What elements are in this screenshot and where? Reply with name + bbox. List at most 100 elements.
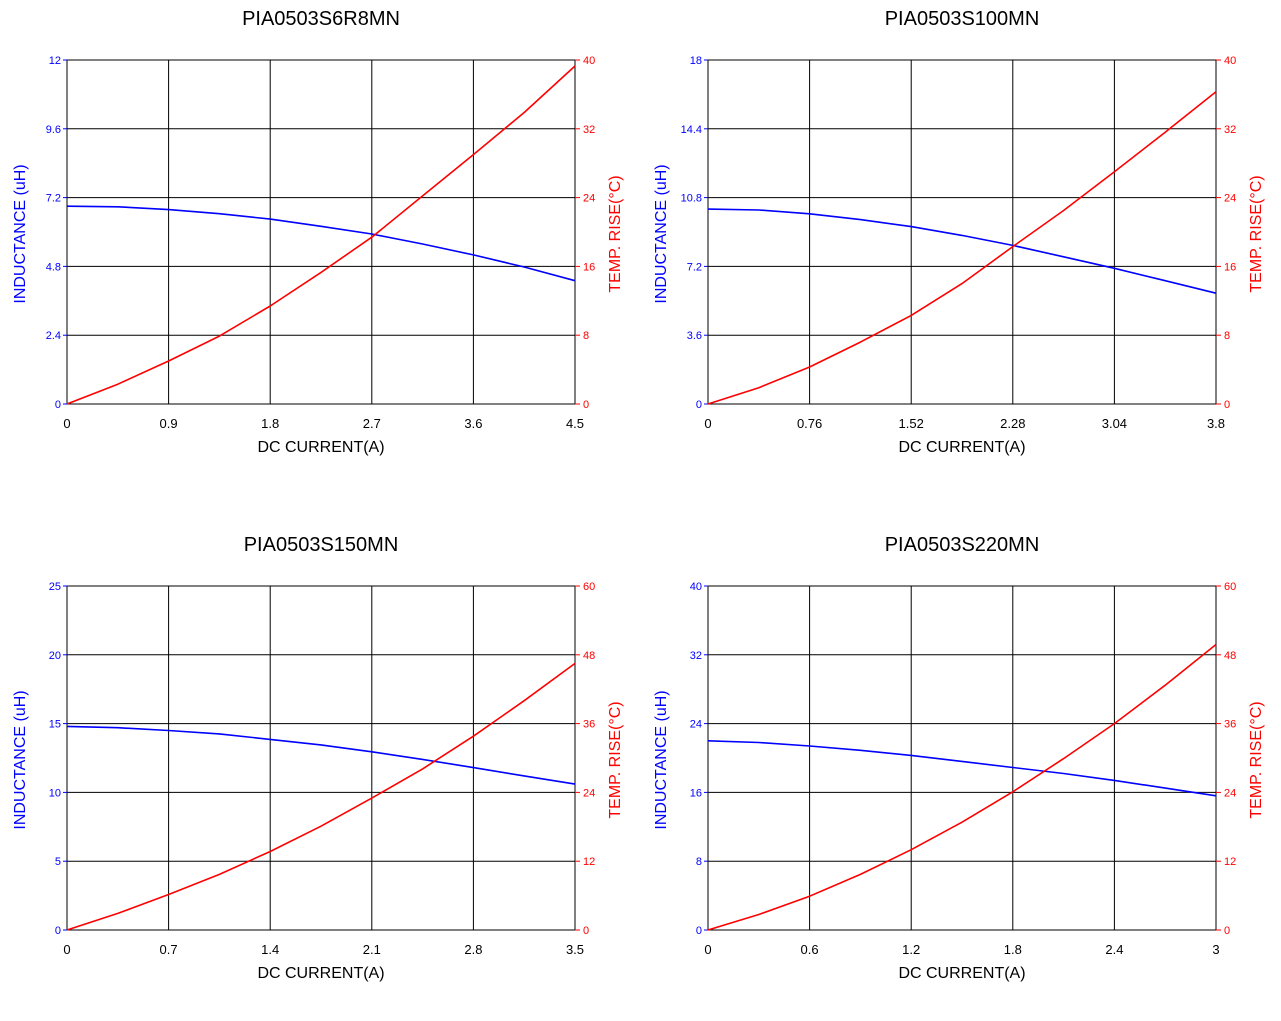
y-left-tick-label: 25 <box>49 581 61 593</box>
chart-title: PIA0503S100MN <box>885 8 1040 30</box>
y-right-tick-label: 0 <box>583 399 589 411</box>
y-left-tick-label: 14.4 <box>681 124 702 136</box>
plot-frame <box>66 585 576 931</box>
y-right-tick-label: 24 <box>1224 193 1236 205</box>
y-right-tick-label: 0 <box>583 925 589 937</box>
y-left-tick-label: 40 <box>690 581 702 593</box>
chart-panel-2: PIA0503S100MN 0 0 3.6 8 7.2 16 10.8 24 14.4 32 18 40… <box>641 0 1281 495</box>
y-left-tick-label: 2.4 <box>46 330 61 342</box>
y-right-tick-label: 24 <box>583 787 595 799</box>
y-right-tick-label: 48 <box>583 650 595 662</box>
plot-frame <box>707 59 1217 405</box>
y-right-tick-label: 24 <box>1224 787 1236 799</box>
y-left-tick-label: 0 <box>55 925 61 937</box>
y-left-tick-label: 10 <box>49 787 61 799</box>
x-tick-label: 0.7 <box>160 942 178 957</box>
y-left-tick-label: 16 <box>690 787 702 799</box>
temp-rise-line <box>66 65 576 405</box>
x-tick-label: 2.28 <box>1000 416 1025 431</box>
y-right-tick-label: 36 <box>1224 719 1236 731</box>
y-right-tick-label: 60 <box>583 581 595 593</box>
x-tick-label: 1.8 <box>261 416 279 431</box>
y-right-tick-label: 40 <box>1224 55 1236 67</box>
x-tick-label: 3 <box>1212 942 1219 957</box>
x-tick-label: 1.4 <box>261 942 279 957</box>
y-right-tick-label: 0 <box>1224 399 1230 411</box>
y-right-tick-label: 60 <box>1224 581 1236 593</box>
y-left-axis-label: INDUCTANCE (uH) <box>653 690 670 829</box>
y-left-tick-label: 7.2 <box>46 193 61 205</box>
y-right-tick-label: 16 <box>583 261 595 273</box>
y-left-axis-label: INDUCTANCE (uH) <box>653 164 670 303</box>
y-right-tick-label: 0 <box>1224 925 1230 937</box>
x-tick-label: 0 <box>63 942 70 957</box>
y-right-axis-label: TEMP. RISE(°C) <box>607 175 624 292</box>
y-left-tick-label: 18 <box>690 55 702 67</box>
x-tick-label: 3.8 <box>1207 416 1225 431</box>
x-axis-label: DC CURRENT(A) <box>898 965 1025 982</box>
x-axis-label: DC CURRENT(A) <box>257 965 384 982</box>
x-tick-label: 0 <box>704 416 711 431</box>
y-left-tick-label: 15 <box>49 719 61 731</box>
y-left-tick-label: 3.6 <box>687 330 702 342</box>
y-left-tick-label: 7.2 <box>687 261 702 273</box>
y-right-tick-label: 12 <box>1224 856 1236 868</box>
x-tick-label: 2.1 <box>363 942 381 957</box>
temp-rise-line <box>707 643 1217 931</box>
y-right-tick-label: 48 <box>1224 650 1236 662</box>
y-left-tick-label: 9.6 <box>46 124 61 136</box>
x-tick-label: 3.04 <box>1102 416 1127 431</box>
y-left-tick-label: 10.8 <box>681 193 702 205</box>
chart-panel-1: PIA0503S6R8MN 0 0 2.4 8 4.8 16 7.2 24 9.6 32 12 40 0 0… <box>0 0 640 495</box>
y-right-tick-label: 16 <box>1224 261 1236 273</box>
chart-title: PIA0503S220MN <box>885 534 1040 556</box>
inductance-line <box>707 740 1217 797</box>
x-tick-label: 0.9 <box>160 416 178 431</box>
x-tick-label: 0.6 <box>801 942 819 957</box>
y-right-axis-label: TEMP. RISE(°C) <box>1248 701 1265 818</box>
plot-frame <box>66 59 576 405</box>
y-right-tick-label: 36 <box>583 719 595 731</box>
x-tick-label: 1.8 <box>1004 942 1022 957</box>
y-left-tick-label: 5 <box>55 856 61 868</box>
temp-rise-line <box>66 662 576 931</box>
y-left-tick-label: 4.8 <box>46 261 61 273</box>
x-tick-label: 0.76 <box>797 416 822 431</box>
x-tick-label: 0 <box>63 416 70 431</box>
y-right-tick-label: 32 <box>583 124 595 136</box>
y-right-tick-label: 40 <box>583 55 595 67</box>
temp-rise-line <box>707 91 1217 405</box>
y-right-tick-label: 24 <box>583 193 595 205</box>
x-axis-label: DC CURRENT(A) <box>257 439 384 456</box>
plot-frame <box>707 585 1217 931</box>
x-tick-label: 4.5 <box>566 416 584 431</box>
y-left-tick-label: 0 <box>696 399 702 411</box>
charts-container: PIA0503S6R8MN 0 0 2.4 8 4.8 16 7.2 24 9.6 32 12 40 0 0… <box>0 0 1281 982</box>
y-left-tick-label: 32 <box>690 650 702 662</box>
y-left-axis-label: INDUCTANCE (uH) <box>12 164 29 303</box>
x-tick-label: 0 <box>704 942 711 957</box>
y-right-tick-label: 8 <box>1224 330 1230 342</box>
x-tick-label: 2.7 <box>363 416 381 431</box>
x-tick-label: 2.4 <box>1105 942 1123 957</box>
inductance-line <box>707 208 1217 294</box>
y-left-tick-label: 12 <box>49 55 61 67</box>
y-left-tick-label: 0 <box>55 399 61 411</box>
inductance-line <box>66 205 576 282</box>
x-tick-label: 2.8 <box>464 942 482 957</box>
y-left-tick-label: 20 <box>49 650 61 662</box>
chart-panel-3: PIA0503S150MN 0 0 5 12 10 24 15 36 20 48 25 60 0 0.7 1.… <box>0 526 640 1021</box>
x-tick-label: 3.6 <box>464 416 482 431</box>
y-left-axis-label: INDUCTANCE (uH) <box>12 690 29 829</box>
y-left-tick-label: 8 <box>696 856 702 868</box>
y-right-tick-label: 12 <box>583 856 595 868</box>
y-left-tick-label: 24 <box>690 719 702 731</box>
y-right-axis-label: TEMP. RISE(°C) <box>607 701 624 818</box>
x-axis-label: DC CURRENT(A) <box>898 439 1025 456</box>
x-tick-label: 1.52 <box>899 416 924 431</box>
chart-title: PIA0503S150MN <box>244 534 399 556</box>
